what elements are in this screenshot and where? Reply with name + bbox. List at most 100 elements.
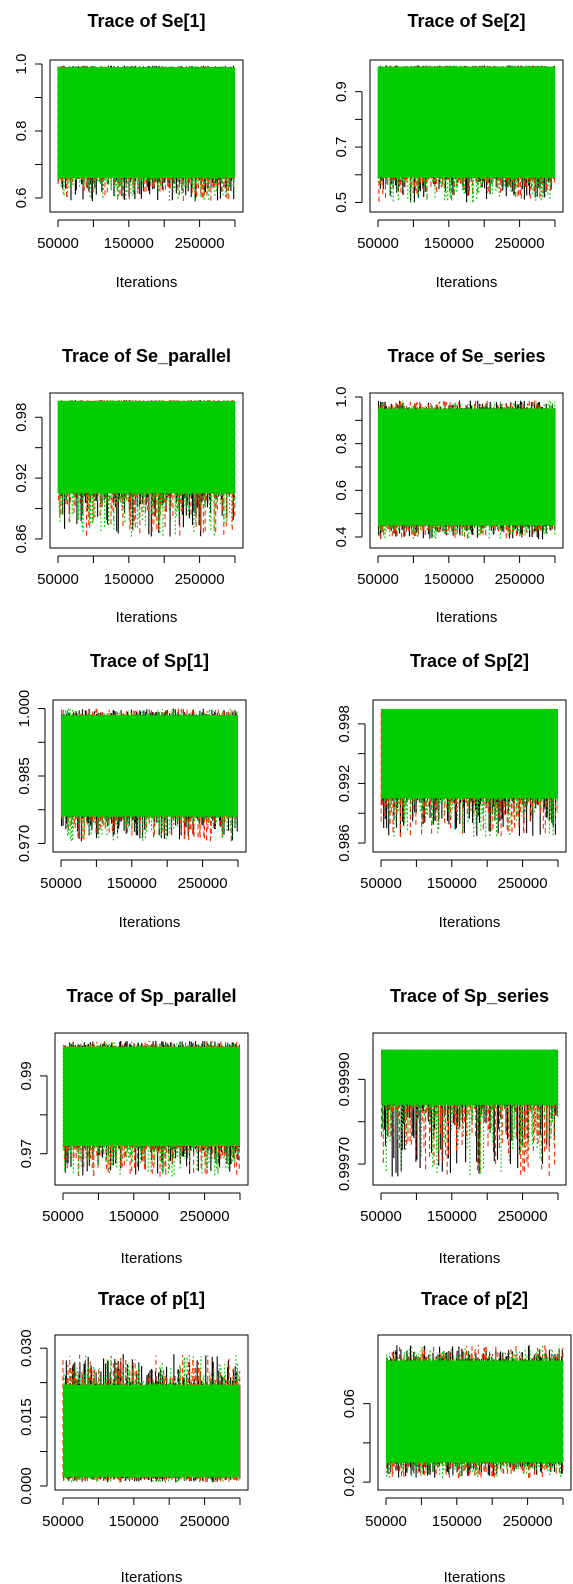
x-axis: 50000 150000 250000 — [357, 219, 556, 252]
x-tick-label: 50000 — [42, 1208, 84, 1225]
plot-frame — [377, 1334, 572, 1491]
panel-title: Trace of Se_series — [387, 346, 545, 366]
y-tick-label: 0.02 — [341, 1467, 358, 1496]
trace-series-3-band — [63, 1046, 240, 1146]
y-tick-label: 0.5 — [333, 192, 350, 213]
trace-series-3-band — [58, 67, 235, 178]
y-axis: 0.86 0.92 0.98 — [13, 403, 43, 554]
x-tick-label: 250000 — [175, 235, 225, 252]
plot-area — [380, 1049, 559, 1177]
trace-panel: Trace of Sp[2] 50000 150000 250000 Iteration… — [336, 651, 567, 931]
x-tick-label: 50000 — [42, 1513, 84, 1530]
panel-title: Trace of Sp_series — [390, 986, 549, 1006]
plot-area — [377, 400, 556, 540]
x-tick-label: 50000 — [37, 571, 79, 588]
x-axis-label: Iterations — [439, 1250, 501, 1267]
x-tick-label: 50000 — [357, 235, 399, 252]
x-tick-label: 150000 — [104, 571, 154, 588]
x-tick-label: 250000 — [175, 571, 225, 588]
y-tick-label: 0.992 — [336, 765, 353, 803]
x-axis: 50000 150000 250000 — [357, 555, 556, 588]
y-tick-label: 0.030 — [18, 1329, 35, 1367]
plot-frame — [49, 392, 244, 549]
x-tick-label: 50000 — [40, 875, 82, 892]
plot-frame — [54, 1334, 249, 1491]
x-axis: 50000 150000 250000 — [40, 859, 239, 892]
x-axis-label: Iterations — [116, 609, 178, 626]
panel-title: Trace of p[1] — [98, 1289, 205, 1309]
x-axis-label: Iterations — [121, 1250, 183, 1267]
x-axis-label: Iterations — [121, 1569, 183, 1584]
y-tick-label: 1.0 — [333, 387, 350, 408]
y-tick-label: 0.06 — [341, 1389, 358, 1418]
trace-panel: Trace of p[2] 50000 150000 250000 Iterations… — [341, 1289, 572, 1584]
trace-series-3-band — [63, 1384, 240, 1477]
y-tick-label: 0.986 — [336, 824, 353, 862]
trace-panel: Trace of Se[1] 50000 150000 250000 Iteration… — [13, 11, 244, 291]
x-tick-label: 50000 — [360, 875, 402, 892]
x-axis-label: Iterations — [436, 609, 498, 626]
panel-title: Trace of Se[1] — [87, 11, 205, 31]
x-axis: 50000 150000 250000 — [42, 1192, 241, 1225]
x-tick-label: 150000 — [424, 235, 474, 252]
trace-panel: Trace of Sp_parallel 50000 150000 250000 Ite… — [18, 986, 249, 1267]
x-axis: 50000 150000 250000 — [360, 1192, 559, 1225]
x-tick-label: 150000 — [107, 875, 157, 892]
y-tick-label: 0.8 — [13, 121, 30, 142]
plot-area — [57, 65, 235, 202]
x-tick-label: 250000 — [495, 235, 545, 252]
x-tick-label: 250000 — [498, 875, 548, 892]
y-tick-label: 0.98 — [13, 403, 30, 432]
x-axis: 50000 150000 250000 — [365, 1497, 564, 1530]
y-tick-label: 1.000 — [16, 690, 33, 728]
plot-area — [60, 708, 238, 842]
x-axis-label: Iterations — [116, 274, 178, 291]
trace-series-3-band — [61, 715, 238, 817]
trace-series-3-band — [386, 1360, 563, 1463]
x-tick-label: 150000 — [427, 875, 477, 892]
y-tick-label: 0.4 — [333, 527, 350, 548]
x-tick-label: 50000 — [37, 235, 79, 252]
trace-panel: Trace of Sp_series 50000 150000 250000 Itera… — [336, 986, 567, 1267]
y-axis: 0.986 0.992 0.998 — [336, 705, 366, 862]
plot-frame — [52, 699, 247, 853]
y-tick-label: 0.92 — [13, 464, 30, 493]
panel-title: Trace of Se[2] — [407, 11, 525, 31]
y-tick-label: 0.000 — [18, 1467, 35, 1505]
plot-area — [377, 65, 556, 203]
x-axis: 50000 150000 250000 — [360, 859, 559, 892]
x-tick-label: 150000 — [104, 235, 154, 252]
trace-series-3-band — [381, 1049, 558, 1105]
x-axis: 50000 150000 250000 — [37, 555, 236, 588]
x-tick-label: 250000 — [498, 1208, 548, 1225]
plot-frame — [372, 1032, 567, 1186]
y-tick-label: 0.6 — [13, 188, 30, 209]
trace-panel: Trace of Sp[1] 50000 150000 250000 Iteration… — [16, 651, 247, 931]
y-tick-label: 0.99970 — [336, 1137, 353, 1191]
plot-frame — [49, 59, 244, 213]
y-tick-label: 0.998 — [336, 705, 353, 743]
y-tick-label: 0.8 — [333, 433, 350, 454]
y-tick-label: 0.970 — [16, 825, 33, 863]
x-tick-label: 250000 — [180, 1208, 230, 1225]
trace-panel: Trace of Se[2] 50000 150000 250000 Iteration… — [333, 11, 564, 291]
plot-frame — [369, 392, 564, 549]
plot-frame — [54, 1032, 249, 1186]
x-tick-label: 250000 — [495, 571, 545, 588]
x-axis-label: Iterations — [436, 274, 498, 291]
x-tick-label: 250000 — [180, 1513, 230, 1530]
y-axis: 0.000 0.015 0.030 — [18, 1329, 48, 1505]
panel-title: Trace of Sp[1] — [90, 651, 209, 671]
panel-title: Trace of Se_parallel — [62, 346, 231, 366]
trace-panel: Trace of Se_series 50000 150000 250000 Itera… — [333, 346, 564, 626]
x-axis: 50000 150000 250000 — [42, 1497, 241, 1530]
y-tick-label: 0.86 — [13, 524, 30, 553]
x-tick-label: 150000 — [427, 1208, 477, 1225]
x-tick-label: 250000 — [503, 1513, 553, 1530]
x-axis-label: Iterations — [439, 914, 501, 931]
y-tick-label: 0.7 — [333, 137, 350, 158]
x-tick-label: 50000 — [365, 1513, 407, 1530]
trace-panel: Trace of p[1] 50000 150000 250000 Iterations… — [18, 1289, 249, 1584]
trace-series-3-band — [381, 708, 558, 799]
